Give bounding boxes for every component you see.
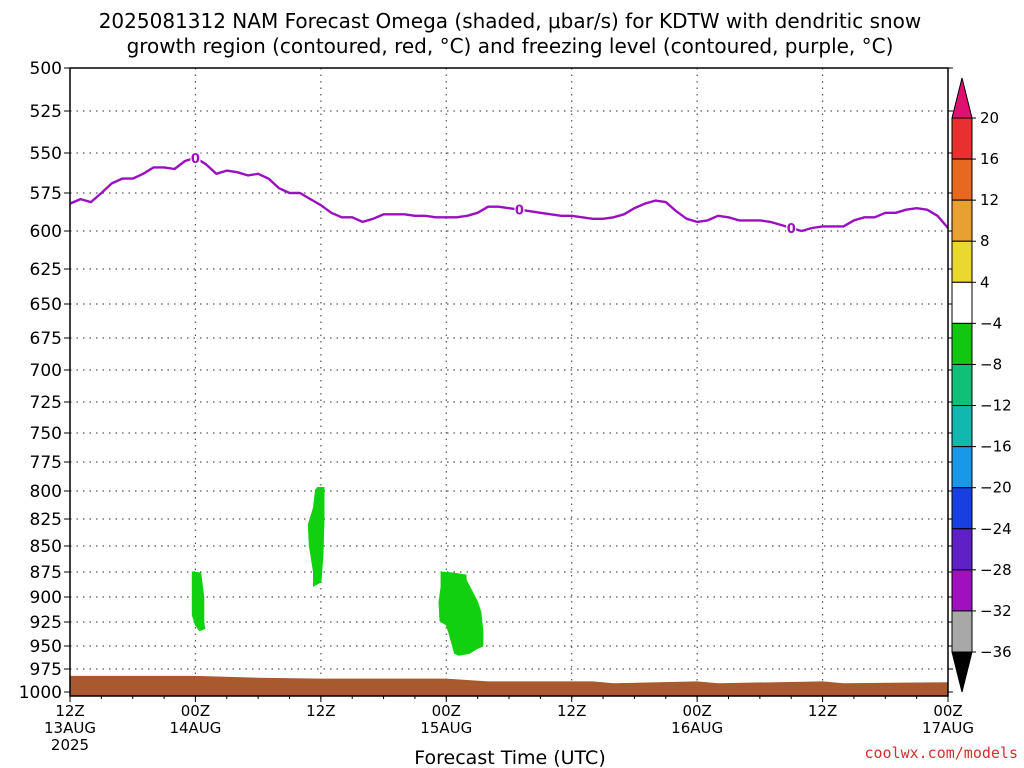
y-tick-label: 950	[30, 637, 62, 657]
contour-label-bg	[786, 220, 797, 234]
colorbar-top-arrow	[951, 77, 973, 119]
colorbar-band	[951, 322, 973, 365]
omega-region-3	[438, 571, 484, 656]
colorbar-band	[951, 610, 973, 653]
y-tick-label: 675	[30, 329, 62, 349]
y-tick-label: 850	[30, 537, 62, 557]
colorbar-band	[951, 446, 973, 489]
x-tick-label: 00Z 17AUG	[922, 702, 974, 737]
y-tick-label: 975	[30, 660, 62, 680]
colorbar-tick-label: 8	[980, 232, 990, 250]
x-tick-label: 12Z	[808, 702, 837, 720]
y-tick-label: 625	[30, 260, 62, 280]
x-tick-label: 12Z	[306, 702, 335, 720]
x-tick-label: 12Z	[557, 702, 586, 720]
y-tick-label: 650	[30, 295, 62, 315]
chart-title-line-1: 2025081312 NAM Forecast Omega (shaded, μ…	[99, 9, 922, 33]
y-tick-label: 725	[30, 393, 62, 413]
freezing-level-label: 0	[191, 152, 200, 167]
colorbar-bottom-arrow	[951, 651, 973, 693]
y-tick-label: 925	[30, 613, 62, 633]
colorbar-band	[951, 487, 973, 530]
contour-label-bg	[514, 202, 525, 216]
colorbar-tick-label: 4	[980, 273, 990, 291]
colorbar-band	[951, 569, 973, 612]
y-tick-label: 525	[30, 102, 62, 122]
colorbar-band	[951, 405, 973, 448]
colorbar-band	[951, 363, 973, 407]
plot-frame	[69, 67, 949, 697]
y-tick-label: 900	[30, 588, 62, 608]
colorbar-tick-label: 20	[980, 109, 999, 127]
y-tick-label: 775	[30, 453, 62, 473]
freezing-level-line	[70, 156, 948, 233]
colorbar-tick-label: −8	[980, 355, 1002, 373]
colorbar-tick-label: 12	[980, 191, 999, 209]
y-tick-label: 750	[30, 424, 62, 444]
colorbar-tick-label: −28	[980, 561, 1012, 579]
freezing-level-label: 0	[787, 222, 796, 237]
colorbar-band	[951, 240, 973, 283]
x-tick-label: 00Z 15AUG	[420, 702, 472, 737]
surface-ground	[70, 675, 948, 696]
colorbar-band	[951, 158, 973, 201]
contour-label-bg	[190, 150, 201, 164]
y-tick-label: 1000	[19, 683, 62, 703]
y-tick-label: 875	[30, 563, 62, 583]
y-tick-label: 800	[30, 482, 62, 502]
y-tick-label: 700	[30, 361, 62, 381]
colorbar-tick-label: −12	[980, 397, 1012, 415]
colorbar-band	[951, 281, 973, 324]
colorbar-tick-label: −24	[980, 520, 1012, 538]
x-axis-label: Forecast Time (UTC)	[414, 747, 605, 768]
freezing-level-label: 0	[515, 204, 524, 219]
y-tick-label: 600	[30, 222, 62, 242]
x-tick-label: 00Z 16AUG	[671, 702, 723, 737]
colorbar-tick-label: −16	[980, 438, 1012, 456]
colorbar-tick-label: −36	[980, 643, 1012, 661]
omega-region-1	[191, 571, 206, 632]
colorbar-band	[951, 528, 973, 571]
x-tick-label: 00Z 14AUG	[169, 702, 221, 737]
x-tick-label: 12Z 13AUG 2025	[44, 702, 96, 754]
colorbar-tick-label: −4	[980, 314, 1002, 332]
credit-text: coolwx.com/models	[864, 744, 1018, 762]
y-tick-label: 825	[30, 510, 62, 530]
omega-region-2	[307, 487, 325, 587]
colorbar: 20 16 12 8 4 −4 −8 −12 −16 −20 −24 −28 −32 −36	[951, 77, 1012, 693]
y-tick-label: 575	[30, 184, 62, 204]
chart-title-line-2: growth region (contoured, red, °C) and f…	[127, 34, 894, 58]
plot-area: 0 0 0 500 525 550 575 600 625 650 675 700 725 750 775 8…	[19, 59, 974, 754]
colorbar-tick-label: −20	[980, 479, 1012, 497]
colorbar-tick-label: 16	[980, 150, 999, 168]
y-tick-label: 550	[30, 144, 62, 164]
colorbar-band	[951, 117, 973, 160]
y-tick-label: 500	[30, 59, 62, 79]
colorbar-band	[951, 199, 973, 242]
colorbar-tick-label: −32	[980, 602, 1012, 620]
